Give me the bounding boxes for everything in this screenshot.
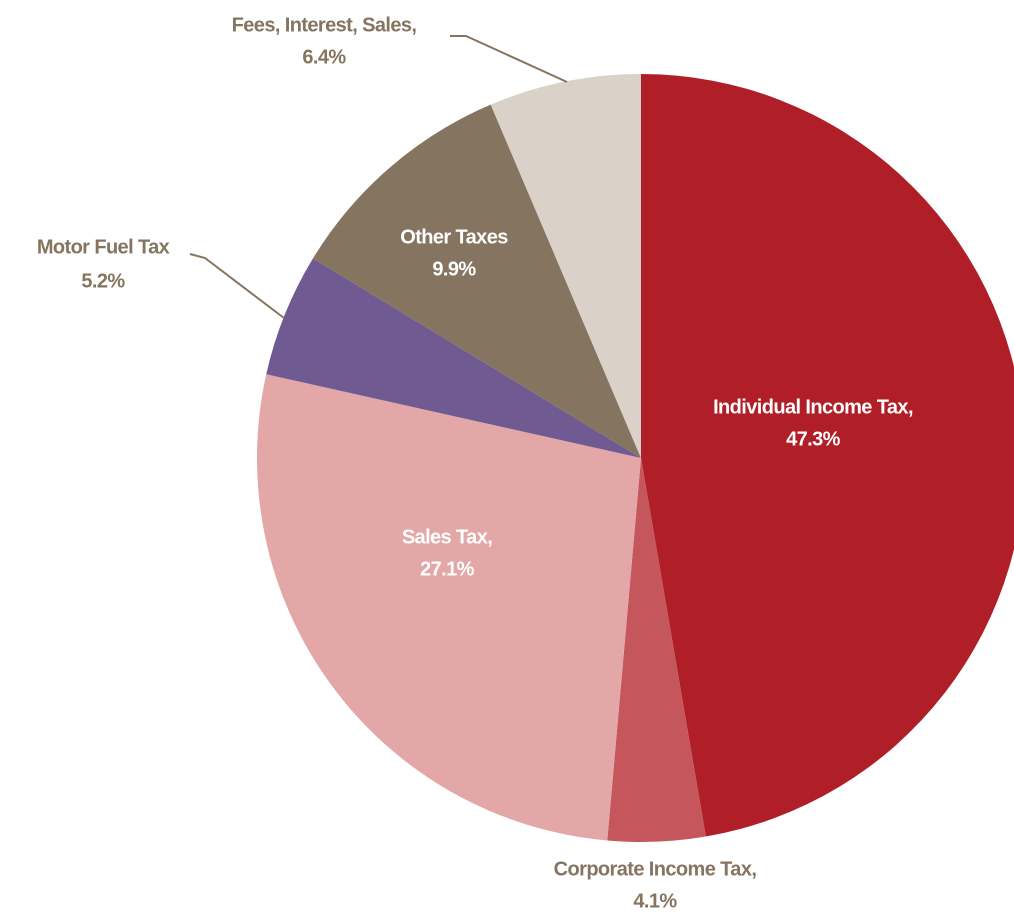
pie-slice [257, 374, 641, 841]
slice-label: Fees, Interest, Sales, [232, 14, 417, 36]
slice-label: Sales Tax, [402, 526, 492, 548]
slice-label: Individual Income Tax, [713, 396, 913, 418]
slice-value-label: 5.2% [81, 270, 125, 292]
slice-value-label: 9.9% [432, 258, 476, 280]
slice-value-label: 6.4% [302, 46, 346, 68]
leader-line [189, 253, 285, 319]
pie-slice [490, 74, 641, 458]
slice-value-label: 27.1% [420, 558, 475, 580]
slice-value-label: 47.3% [786, 428, 841, 450]
pie-slice [266, 258, 641, 458]
leader-line [450, 35, 568, 83]
pie-slice [607, 458, 706, 842]
pie-slice [312, 104, 641, 458]
slice-label: Other Taxes [400, 226, 508, 248]
slice-value-label: 4.1% [633, 890, 677, 912]
pie-slice [641, 74, 1014, 837]
slice-label: Corporate Income Tax, [554, 858, 757, 880]
slice-label: Motor Fuel Tax [37, 236, 170, 258]
